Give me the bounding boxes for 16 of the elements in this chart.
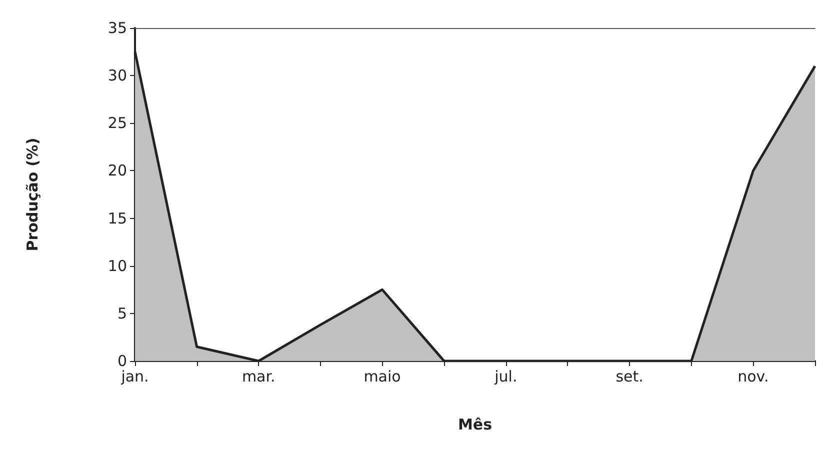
y-tick-label: 30 bbox=[108, 66, 127, 85]
y-tick-label: 25 bbox=[108, 114, 127, 132]
y-axis-title: Produção (%) bbox=[24, 138, 42, 252]
x-tick-label: jan. bbox=[120, 368, 149, 386]
x-tick-label: mar. bbox=[242, 368, 276, 386]
y-tick-label: 5 bbox=[117, 304, 127, 322]
y-tick-label: 0 bbox=[117, 352, 127, 370]
y-tick-label: 10 bbox=[108, 256, 127, 275]
y-tick-label: 35 bbox=[108, 19, 127, 37]
x-tick-label: set. bbox=[616, 368, 644, 386]
y-tick-label: 15 bbox=[108, 209, 127, 228]
y-tick-label: 20 bbox=[108, 162, 127, 180]
x-tick-label: jul. bbox=[494, 368, 518, 386]
x-tick-label: nov. bbox=[738, 368, 769, 386]
x-axis-title: Mês bbox=[458, 416, 492, 434]
x-tick-label: maio bbox=[364, 368, 401, 386]
